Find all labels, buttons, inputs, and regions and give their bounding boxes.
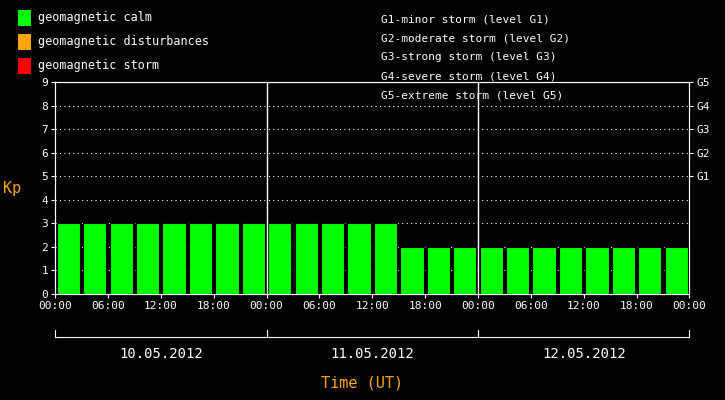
Text: G2-moderate storm (level G2): G2-moderate storm (level G2) <box>381 33 570 43</box>
Bar <box>559 247 582 294</box>
Text: geomagnetic calm: geomagnetic calm <box>38 12 152 24</box>
Bar <box>294 223 318 294</box>
Bar <box>321 223 344 294</box>
Bar <box>532 247 556 294</box>
Bar <box>268 223 291 294</box>
Text: G3-strong storm (level G3): G3-strong storm (level G3) <box>381 52 556 62</box>
Bar <box>374 223 397 294</box>
Bar <box>241 223 265 294</box>
Text: Kp: Kp <box>3 180 21 196</box>
Bar <box>665 247 688 294</box>
Text: 11.05.2012: 11.05.2012 <box>331 347 414 361</box>
Bar <box>162 223 186 294</box>
Bar <box>585 247 608 294</box>
Bar <box>427 247 450 294</box>
Bar <box>188 223 212 294</box>
Text: geomagnetic disturbances: geomagnetic disturbances <box>38 36 210 48</box>
Bar <box>612 247 635 294</box>
Text: Time (UT): Time (UT) <box>321 375 404 390</box>
Bar <box>83 223 107 294</box>
Bar <box>453 247 476 294</box>
Text: 10.05.2012: 10.05.2012 <box>119 347 203 361</box>
Text: G1-minor storm (level G1): G1-minor storm (level G1) <box>381 14 550 24</box>
Bar <box>638 247 661 294</box>
Text: G4-severe storm (level G4): G4-severe storm (level G4) <box>381 72 556 82</box>
Bar <box>215 223 239 294</box>
Bar <box>57 223 80 294</box>
Text: 12.05.2012: 12.05.2012 <box>542 347 626 361</box>
Bar <box>347 223 370 294</box>
Text: G5-extreme storm (level G5): G5-extreme storm (level G5) <box>381 91 563 101</box>
Bar <box>506 247 529 294</box>
Bar <box>136 223 160 294</box>
Bar <box>480 247 503 294</box>
Text: geomagnetic storm: geomagnetic storm <box>38 60 160 72</box>
Bar <box>109 223 133 294</box>
Bar <box>400 247 423 294</box>
